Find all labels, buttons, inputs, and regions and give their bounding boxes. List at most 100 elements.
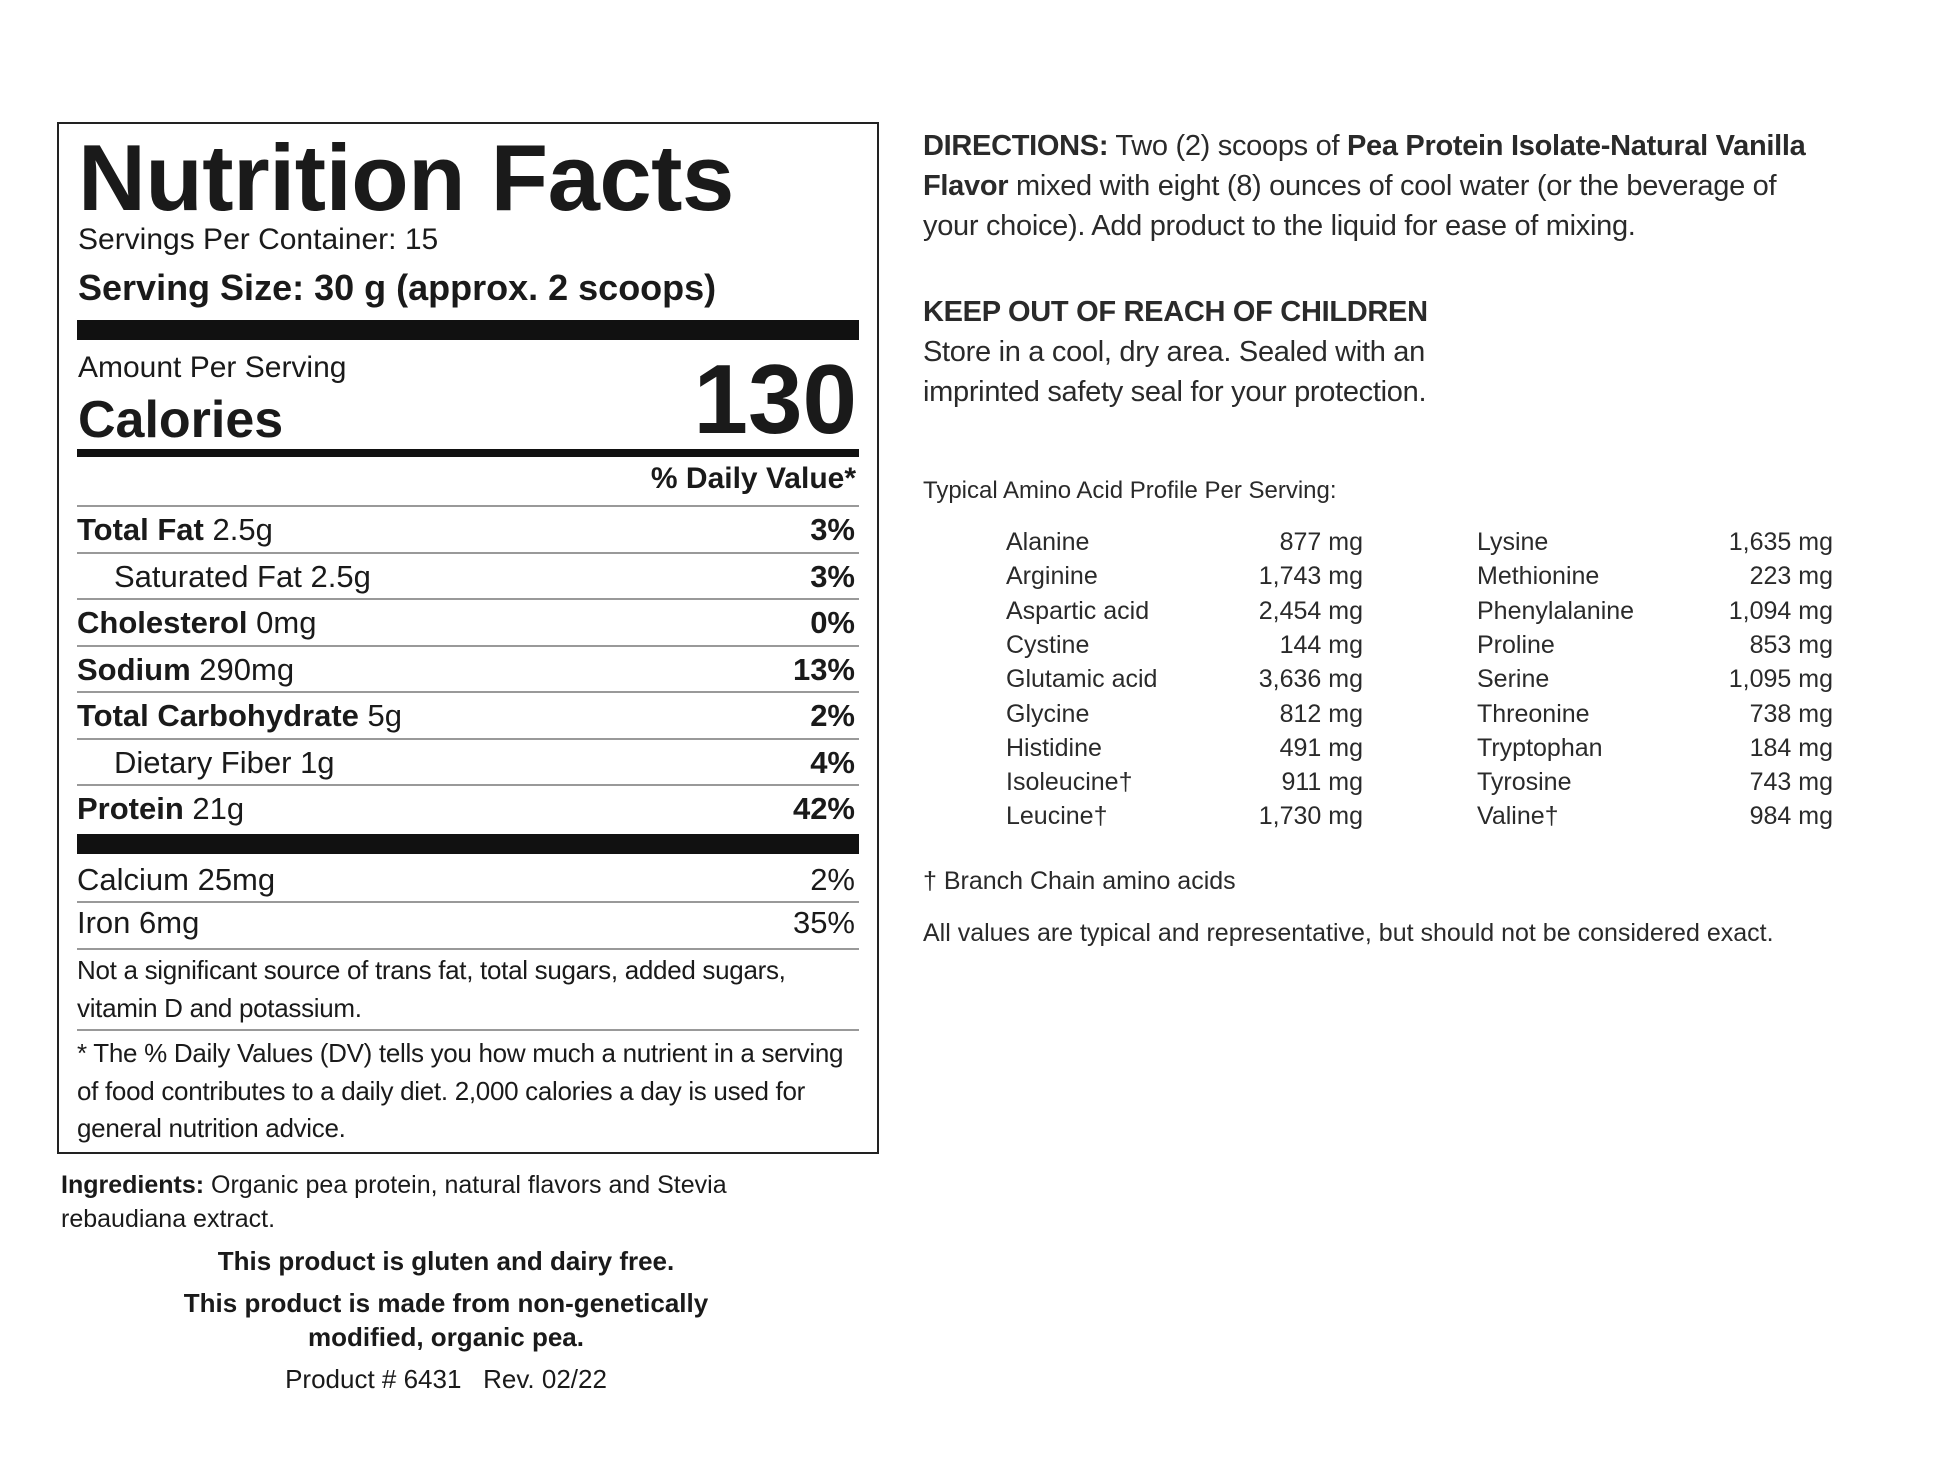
amino-value: 877 mg bbox=[1279, 528, 1363, 556]
directions-text: mixed with eight (8) ounces of cool wate… bbox=[923, 170, 1777, 242]
amino-value: 812 mg bbox=[1279, 699, 1363, 728]
amino-name: Aspartic acid bbox=[1006, 596, 1150, 625]
below-panel: Ingredients: Organic pea protein, natura… bbox=[61, 1168, 831, 1396]
amino-name: Histidine bbox=[1006, 733, 1102, 762]
amino-name: Threonine bbox=[1477, 699, 1590, 728]
nutrient-name: Sodium 290mg bbox=[77, 651, 295, 687]
amino-name: Methionine bbox=[1477, 562, 1600, 591]
thick-divider bbox=[77, 320, 859, 340]
divider bbox=[77, 598, 859, 600]
nutrient-row: Dietary Fiber 1g 4% bbox=[77, 740, 855, 786]
ingredients-text: Organic pea protein, natural flavors and… bbox=[61, 1171, 727, 1233]
amino-value: 743 mg bbox=[1749, 768, 1833, 797]
nutrition-title: Nutrition Facts bbox=[78, 125, 734, 230]
divider bbox=[77, 505, 859, 507]
amino-name: Alanine bbox=[1006, 528, 1090, 556]
nutrient-row: Sodium 290mg 13% bbox=[77, 647, 855, 693]
amino-name: Glycine bbox=[1006, 699, 1090, 728]
amino-value: 2,454 mg bbox=[1258, 596, 1363, 625]
warning-heading: KEEP OUT OF REACH OF CHILDREN bbox=[923, 296, 1428, 328]
amino-value: 1,094 mg bbox=[1728, 596, 1833, 625]
daily-value-header: % Daily Value* bbox=[650, 462, 856, 495]
amino-heading: Typical Amino Acid Profile Per Serving: bbox=[923, 477, 1337, 504]
amino-value: 3,636 mg bbox=[1258, 665, 1363, 694]
not-significant-note: Not a significant source of trans fat, t… bbox=[77, 955, 786, 1023]
amino-value: 491 mg bbox=[1279, 733, 1363, 762]
bcaa-note: † Branch Chain amino acids bbox=[923, 867, 1236, 895]
product-number: Product # 6431 Rev. 02/22 bbox=[285, 1364, 607, 1394]
amino-name: Valine† bbox=[1477, 802, 1559, 831]
divider bbox=[77, 901, 859, 903]
ingredients: Ingredients: Organic pea protein, natura… bbox=[61, 1168, 831, 1236]
amino-name: Lysine bbox=[1477, 528, 1549, 556]
product-name: Pea Protein Isolate-Natural Vanilla Flav… bbox=[923, 130, 1806, 202]
medium-divider bbox=[77, 449, 859, 457]
amino-name: Serine bbox=[1477, 665, 1550, 694]
divider bbox=[77, 644, 859, 647]
amino-name: Arginine bbox=[1006, 562, 1098, 591]
nutrient-dv: 13% bbox=[792, 651, 855, 687]
divider bbox=[77, 737, 859, 740]
amino-name: Phenylalanine bbox=[1477, 596, 1635, 625]
directions: DIRECTIONS: Two (2) scoops of Pea Protei… bbox=[923, 126, 1823, 246]
amino-name: Leucine† bbox=[1006, 802, 1108, 831]
gluten-free-claim: This product is gluten and dairy free. bbox=[217, 1246, 675, 1276]
nutrient-name: Saturated Fat 2.5g bbox=[114, 558, 371, 594]
amino-table: Alanine 877 mg Arginine 1,743 mg Asparti… bbox=[923, 528, 1883, 858]
mineral-row: Calcium 25mg 2% bbox=[77, 857, 855, 903]
amino-value: 984 mg bbox=[1749, 802, 1833, 831]
amino-name: Tryptophan bbox=[1477, 733, 1603, 762]
divider bbox=[77, 1029, 859, 1031]
amino-value: 144 mg bbox=[1279, 630, 1363, 659]
amino-value: 223 mg bbox=[1749, 562, 1833, 591]
amino-value: 1,743 mg bbox=[1258, 562, 1363, 591]
amino-name: Isoleucine† bbox=[1006, 768, 1133, 797]
calories-label: Calories bbox=[78, 391, 284, 449]
nutrient-name: Dietary Fiber 1g bbox=[114, 744, 335, 780]
amino-name: Cystine bbox=[1006, 630, 1090, 659]
directions-text: Two (2) scoops of bbox=[1108, 130, 1347, 162]
nutrition-facts-panel bbox=[57, 122, 879, 1154]
servings-per-container: Servings Per Container: 15 bbox=[78, 223, 439, 256]
nutrient-name: Cholesterol 0mg bbox=[77, 605, 317, 640]
nutrient-dv: 2% bbox=[810, 698, 855, 733]
amino-value: 1,095 mg bbox=[1728, 665, 1833, 694]
amino-value: 853 mg bbox=[1749, 630, 1833, 659]
amount-per-serving: Amount Per Serving bbox=[78, 351, 347, 384]
nutrient-name: Total Carbohydrate 5g bbox=[77, 698, 403, 733]
nutrient-row: Protein 21g 42% bbox=[77, 786, 855, 832]
nutrient-row: Total Fat 2.5g 3% bbox=[77, 507, 855, 553]
divider bbox=[77, 784, 859, 786]
calories-value: 130 bbox=[693, 344, 857, 454]
amino-name: Tyrosine bbox=[1477, 768, 1572, 797]
amino-value: 738 mg bbox=[1749, 699, 1833, 728]
amino-value: 1,730 mg bbox=[1258, 802, 1363, 831]
mineral-name: Iron 6mg bbox=[77, 905, 200, 940]
amino-value: 911 mg bbox=[1281, 768, 1363, 797]
nutrient-name: Total Fat 2.5g bbox=[77, 512, 273, 547]
amino-value: 184 mg bbox=[1749, 733, 1833, 762]
amino-name: Proline bbox=[1477, 630, 1555, 659]
ingredients-label: Ingredients: bbox=[61, 1171, 205, 1199]
right-column: DIRECTIONS: Two (2) scoops of Pea Protei… bbox=[923, 126, 1883, 950]
nutrient-row: Total Carbohydrate 5g 2% bbox=[77, 693, 855, 739]
nutrient-name: Protein 21g bbox=[77, 791, 245, 826]
nutrient-dv: 42% bbox=[792, 791, 855, 826]
divider bbox=[77, 948, 859, 950]
daily-value-footnote: * The % Daily Values (DV) tells you how … bbox=[77, 1038, 844, 1143]
divider bbox=[77, 551, 859, 554]
nutrient-row: Saturated Fat 2.5g 3% bbox=[77, 554, 855, 600]
nutrient-dv: 0% bbox=[810, 605, 855, 640]
mineral-dv: 2% bbox=[810, 862, 855, 897]
divider bbox=[77, 691, 859, 693]
amino-value: 1,635 mg bbox=[1728, 528, 1833, 556]
amino-name: Glutamic acid bbox=[1006, 665, 1158, 694]
nutrient-dv: 3% bbox=[810, 512, 855, 547]
mineral-name: Calcium 25mg bbox=[77, 862, 276, 897]
thick-divider bbox=[77, 834, 859, 854]
serving-size: Serving Size: 30 g (approx. 2 scoops) bbox=[78, 267, 717, 308]
mineral-dv: 35% bbox=[792, 905, 855, 940]
nutrient-row: Cholesterol 0mg 0% bbox=[77, 600, 855, 646]
mineral-row: Iron 6mg 35% bbox=[77, 900, 855, 946]
amino-disclaimer: All values are typical and representativ… bbox=[923, 919, 1774, 947]
